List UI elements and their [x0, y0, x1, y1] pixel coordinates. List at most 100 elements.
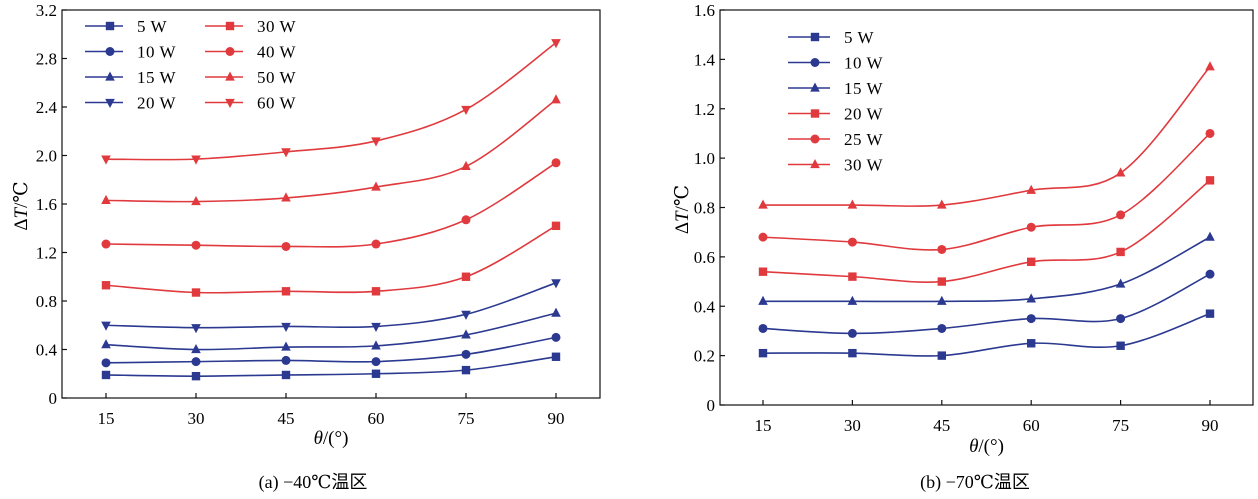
- data-point: [847, 237, 857, 247]
- data-point: [461, 365, 471, 375]
- data-point: [551, 332, 561, 342]
- y-tick-label: 1.6: [694, 1, 715, 20]
- y-tick-label: 0.4: [694, 297, 716, 316]
- legend-label: 25 W: [844, 130, 883, 149]
- y-tick-label: 0: [707, 396, 716, 415]
- x-axis-label: θ/(°): [314, 428, 349, 449]
- data-point: [461, 215, 471, 225]
- data-point: [281, 341, 291, 351]
- data-point: [1027, 257, 1036, 267]
- legend-marker: [810, 32, 820, 42]
- data-point: [937, 277, 946, 286]
- legend-marker: [810, 58, 820, 67]
- data-point: [1026, 184, 1036, 194]
- y-tick-label: 2.0: [36, 147, 57, 166]
- chart-b-minus70: 0 0.2 0.4 0.6 0.8 1.0 1.2 1.4 1.6 15 30 45 60 75 90 5 W…: [672, 1, 1254, 493]
- data-point: [551, 39, 561, 49]
- data-point: [191, 343, 201, 354]
- data-point: [1205, 176, 1215, 185]
- x-axis-label-unit: /(°): [978, 436, 1004, 457]
- data-point: [758, 348, 768, 358]
- data-point: [1115, 278, 1126, 288]
- y-tick-label: 1.0: [694, 149, 715, 168]
- series-line: [105, 42, 557, 161]
- data-point: [191, 357, 201, 367]
- y-tick-label: 1.4: [694, 50, 716, 69]
- data-point: [191, 324, 201, 334]
- series-line: [105, 225, 557, 294]
- legend-label: 20 W: [844, 105, 883, 124]
- y-tick-label: 0.2: [694, 347, 715, 366]
- y-axis-label-symbol: T: [11, 206, 32, 218]
- legend-label: 40 W: [257, 43, 296, 62]
- data-point: [1116, 247, 1125, 257]
- data-point: [1205, 269, 1215, 279]
- series-line: [105, 99, 557, 203]
- data-point: [758, 323, 768, 333]
- x-tick-label: 90: [1202, 416, 1219, 435]
- data-point: [461, 329, 471, 339]
- data-point: [371, 340, 381, 350]
- legend-marker: [810, 82, 820, 92]
- legend-marker: [225, 21, 235, 31]
- legend-marker: [105, 98, 115, 109]
- x-tick-label: 15: [98, 409, 115, 428]
- data-point: [758, 295, 768, 305]
- legend: 5 W 10 W 15 W 20 W 25 W 30 W: [788, 28, 883, 175]
- legend-label: 30 W: [844, 156, 883, 175]
- data-point: [191, 240, 201, 250]
- legend-marker: [105, 21, 115, 31]
- data-point: [371, 239, 381, 249]
- x-tick-label: 45: [278, 409, 295, 428]
- y-axis-label: ΔT/℃: [672, 185, 693, 234]
- legend-marker: [810, 158, 820, 169]
- legend-marker: [225, 71, 235, 81]
- y-axis-label-prefix: Δ: [11, 218, 32, 230]
- data-point: [847, 328, 857, 338]
- data-point: [101, 370, 111, 380]
- data-point: [1027, 339, 1036, 348]
- data-point: [1205, 128, 1215, 138]
- data-point: [101, 321, 111, 331]
- data-point: [461, 105, 471, 115]
- x-axis-label-symbol: θ: [314, 428, 323, 449]
- x-tick-label: 90: [548, 409, 565, 428]
- series-line: [763, 236, 1211, 303]
- x-axis-label-symbol: θ: [969, 436, 978, 457]
- series-line: [105, 282, 557, 329]
- data-point: [551, 307, 561, 317]
- legend-label: 5 W: [844, 28, 874, 47]
- y-tick-label: 0.6: [694, 248, 715, 267]
- x-tick-label: 30: [844, 416, 861, 435]
- data-point: [461, 349, 471, 359]
- data-point: [281, 287, 291, 296]
- y-tick-label: 2.8: [36, 50, 57, 69]
- data-point: [371, 369, 381, 378]
- data-point: [191, 155, 201, 165]
- series-line: [762, 179, 1211, 283]
- y-tick-label: 0.8: [694, 199, 715, 218]
- data-point: [461, 160, 471, 171]
- data-point: [847, 295, 858, 305]
- x-tick-label: 60: [1023, 416, 1040, 435]
- data-point: [848, 272, 857, 281]
- data-point: [937, 295, 947, 305]
- data-point: [281, 370, 291, 380]
- x-tick-label: 75: [458, 409, 475, 428]
- data-point: [101, 194, 111, 204]
- legend-marker: [105, 47, 115, 56]
- series-line: [762, 132, 1211, 251]
- data-point: [551, 279, 561, 289]
- y-tick-label: 0: [49, 389, 58, 408]
- y-tick-label: 3.2: [36, 1, 57, 20]
- x-tick-label: 45: [933, 416, 950, 435]
- data-point: [937, 199, 947, 209]
- y-axis-label-prefix: Δ: [672, 222, 693, 234]
- y-axis-label: ΔT/℃: [11, 181, 32, 230]
- data-point: [371, 357, 381, 367]
- y-tick-label: 1.6: [36, 195, 57, 214]
- data-point: [281, 241, 291, 251]
- y-tick-label: 0.4: [36, 341, 58, 360]
- series-line: [105, 355, 557, 377]
